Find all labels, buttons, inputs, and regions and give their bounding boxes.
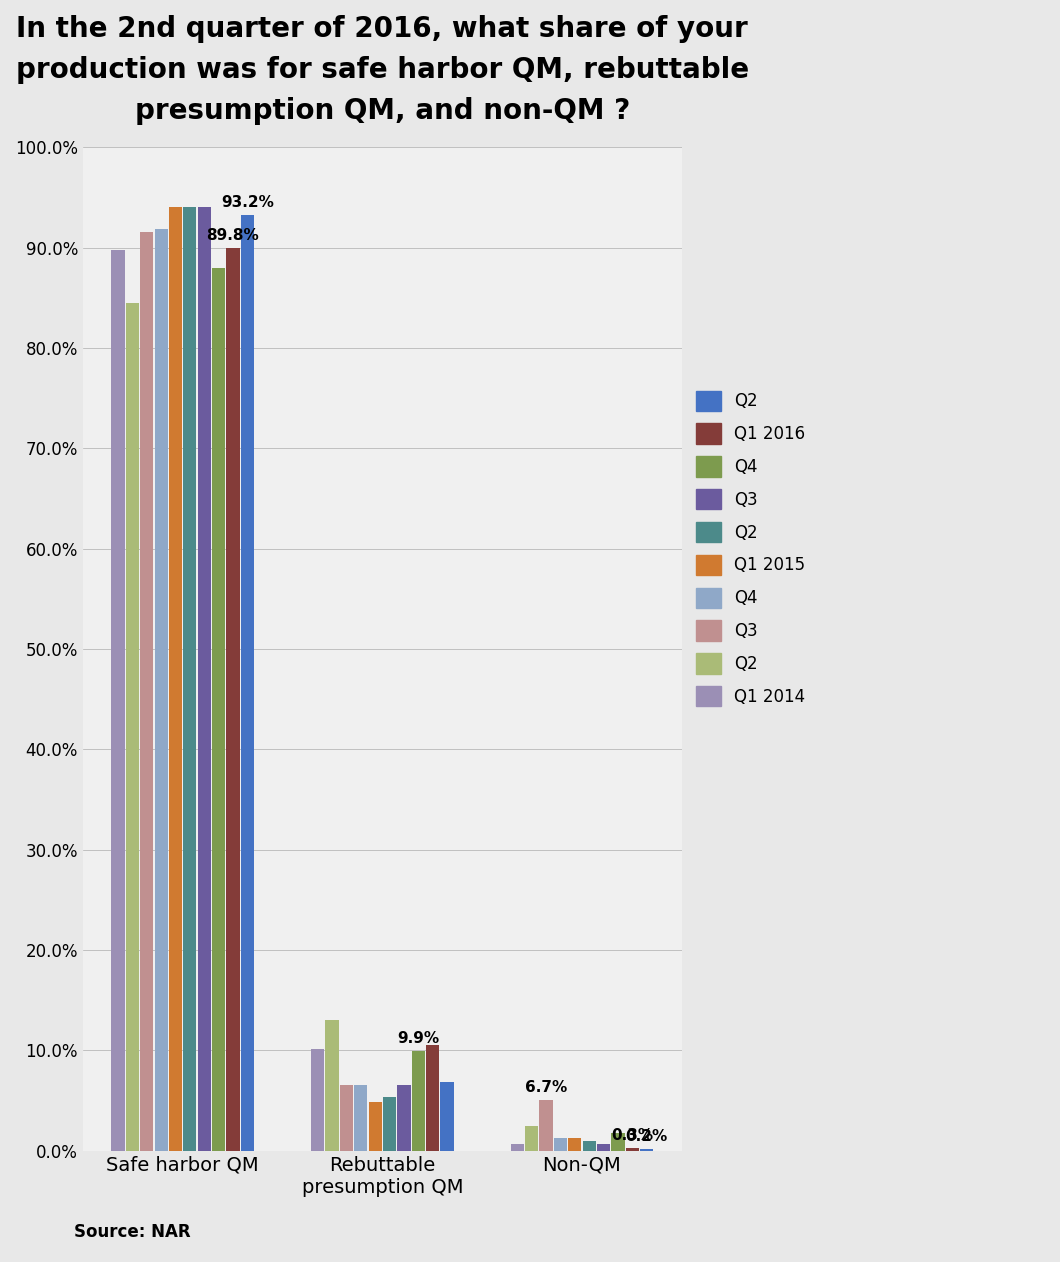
Bar xyxy=(411,1051,425,1151)
Bar xyxy=(340,1085,353,1151)
Bar xyxy=(640,1148,653,1151)
Bar xyxy=(612,1132,624,1151)
Text: 9.9%: 9.9% xyxy=(398,1031,439,1046)
Bar xyxy=(426,1045,439,1151)
Bar xyxy=(568,1137,581,1151)
Bar xyxy=(140,232,154,1151)
Bar xyxy=(311,1049,324,1151)
Bar xyxy=(440,1083,454,1151)
Text: 89.8%: 89.8% xyxy=(207,227,260,242)
Text: 6.7%: 6.7% xyxy=(525,1080,567,1095)
Bar xyxy=(583,1141,596,1151)
Bar xyxy=(241,216,254,1151)
Bar xyxy=(553,1137,567,1151)
Bar xyxy=(111,250,125,1151)
Text: 93.2%: 93.2% xyxy=(220,196,273,211)
Bar xyxy=(212,268,225,1151)
Text: Source: NAR: Source: NAR xyxy=(74,1223,191,1241)
Bar xyxy=(197,207,211,1151)
Legend: Q2, Q1 2016, Q4, Q3, Q2, Q1 2015, Q4, Q3, Q2, Q1 2014: Q2, Q1 2016, Q4, Q3, Q2, Q1 2015, Q4, Q3… xyxy=(695,391,806,707)
Bar xyxy=(597,1143,611,1151)
Bar xyxy=(169,207,182,1151)
Bar xyxy=(525,1126,538,1151)
Bar xyxy=(227,247,240,1151)
Bar xyxy=(383,1098,396,1151)
Bar xyxy=(354,1085,368,1151)
Text: 0.2%: 0.2% xyxy=(625,1128,668,1143)
Bar xyxy=(183,207,196,1151)
Bar xyxy=(540,1100,552,1151)
Bar xyxy=(625,1147,639,1151)
Bar xyxy=(155,230,167,1151)
Bar xyxy=(325,1020,338,1151)
Bar xyxy=(369,1103,382,1151)
Title: In the 2nd quarter of 2016, what share of your
production was for safe harbor QM: In the 2nd quarter of 2016, what share o… xyxy=(16,15,749,125)
Bar xyxy=(398,1085,410,1151)
Bar xyxy=(126,303,139,1151)
Bar xyxy=(511,1143,524,1151)
Text: 0.3%: 0.3% xyxy=(612,1128,653,1142)
